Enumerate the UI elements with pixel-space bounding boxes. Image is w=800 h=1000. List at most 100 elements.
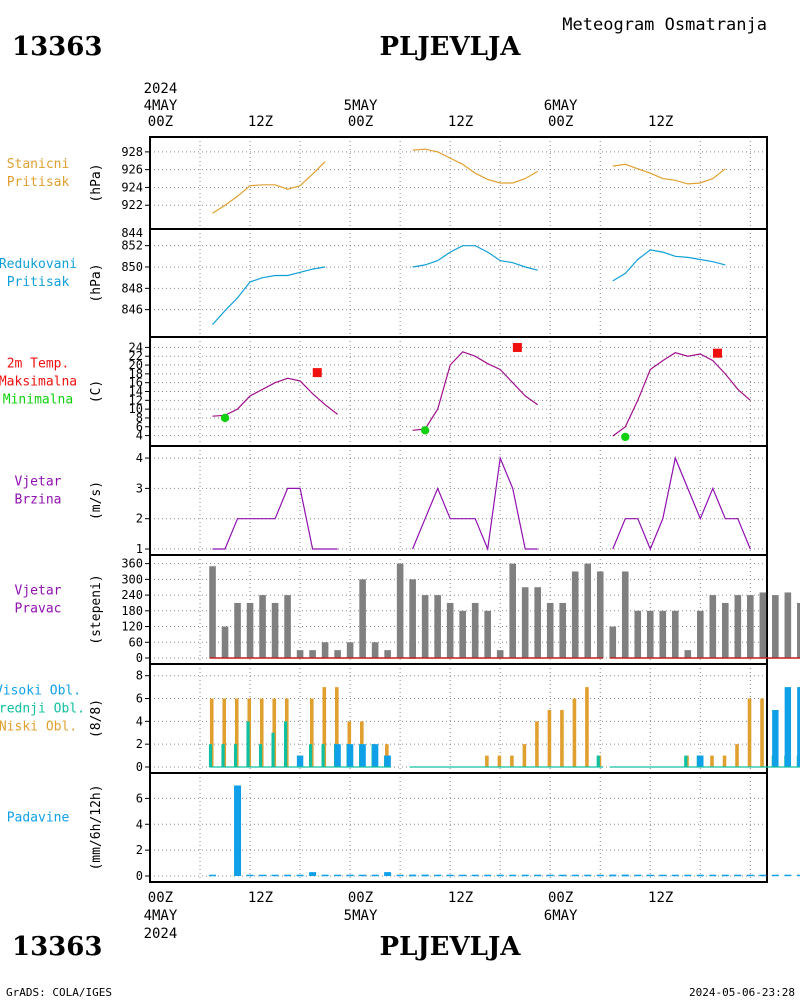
precip-bar bbox=[596, 874, 604, 877]
precip-bar bbox=[584, 874, 592, 877]
y-tick-label: 20 bbox=[129, 358, 143, 372]
y-tick-label: 60 bbox=[129, 635, 143, 649]
wind-dir-bar bbox=[634, 610, 642, 658]
precip-bar bbox=[784, 874, 792, 877]
wind-dir-bar bbox=[209, 566, 216, 658]
wind-dir-bar bbox=[621, 571, 629, 658]
time-axis-group: 00Z 00Z 12Z 12Z 00Z 00Z 12Z 12Z 00Z 00Z 12Z 12Z 4MAY… bbox=[144, 81, 674, 942]
tmax-marker bbox=[712, 348, 722, 358]
cloud-low-bar bbox=[234, 698, 239, 767]
series-line bbox=[412, 245, 538, 271]
y-tick-label: 6 bbox=[136, 420, 143, 434]
station-name-bottom: PLJEVLJA bbox=[380, 932, 522, 962]
wind-dir-bar bbox=[421, 595, 429, 658]
y-axis-unit: (stepeni) bbox=[89, 574, 104, 644]
wind-dir-bar bbox=[784, 592, 792, 658]
cloud-low-bar bbox=[510, 755, 514, 767]
time-tick-label-bottom: 00Z bbox=[348, 890, 373, 906]
cloud-high-bar bbox=[371, 744, 379, 767]
y-tick-label: 3 bbox=[136, 481, 143, 495]
cloud-low-bar bbox=[560, 709, 564, 767]
cloud-high-bar bbox=[346, 744, 354, 767]
credit-text: GrADS: COLA/IGES bbox=[6, 986, 112, 999]
panel-label: Vjetar bbox=[15, 475, 62, 490]
y-axis-unit: (m/s) bbox=[89, 481, 104, 520]
panel-label: Visoki Obl. bbox=[0, 684, 81, 699]
y-tick-label: 360 bbox=[121, 557, 143, 571]
station-id-bottom: 13363 bbox=[12, 932, 102, 962]
y-tick-label: 0 bbox=[136, 651, 143, 665]
y-tick-label: 22 bbox=[129, 349, 143, 363]
panel-label: Pritisak bbox=[7, 275, 70, 290]
precip-bar bbox=[609, 874, 617, 877]
y-axis-unit: (8/8) bbox=[89, 699, 104, 738]
day-label-bottom: 5MAY bbox=[344, 908, 378, 924]
time-tick-label-top: 00Z bbox=[548, 114, 573, 130]
wind-dir-bar bbox=[571, 571, 579, 658]
wind-dir-bar bbox=[759, 592, 767, 658]
panel-label: Minimalna bbox=[3, 393, 73, 408]
wind-dir-bar bbox=[521, 587, 529, 658]
series-line bbox=[212, 266, 326, 326]
panel-label: Pravac bbox=[15, 602, 62, 617]
series-line bbox=[412, 148, 538, 184]
precip-bar bbox=[309, 872, 317, 876]
cloud-high-bar bbox=[359, 744, 366, 767]
y-tick-label: 120 bbox=[121, 620, 143, 634]
cloud-low-bar bbox=[760, 698, 764, 767]
time-tick-label-bottom: 00Z bbox=[148, 890, 173, 906]
y-tick-label: 14 bbox=[129, 385, 143, 399]
cloud-low-bar bbox=[585, 687, 589, 767]
wind-dir-bar bbox=[596, 571, 604, 658]
cloud-low-bar bbox=[222, 698, 227, 767]
y-tick-label: 180 bbox=[121, 604, 143, 618]
y-tick-label: 846 bbox=[121, 303, 143, 317]
panel-label: 2m Temp. bbox=[7, 357, 70, 372]
wind-dir-bar bbox=[334, 650, 341, 658]
day-label-top: 5MAY bbox=[344, 98, 378, 114]
time-tick-label-top: 12Z bbox=[248, 114, 273, 130]
cloud-low-bar bbox=[747, 698, 752, 767]
y-axis-unit: (C) bbox=[89, 380, 104, 403]
cloud-mid-bar bbox=[684, 755, 688, 767]
y-tick-label: 6 bbox=[136, 791, 143, 805]
y-tick-label: 2 bbox=[136, 843, 143, 857]
precip-bar bbox=[521, 874, 529, 877]
panel-label: Srednji Obl. bbox=[0, 702, 85, 717]
y-tick-label: 240 bbox=[121, 588, 143, 602]
precip-bar bbox=[721, 874, 729, 877]
wind-dir-bar bbox=[296, 650, 304, 658]
wind-dir-bar bbox=[221, 626, 229, 658]
panel-label: Maksimalna bbox=[0, 375, 77, 390]
precip-bar bbox=[346, 874, 354, 877]
wind-dir-bar bbox=[371, 642, 379, 658]
y-tick-label: 4 bbox=[136, 451, 143, 465]
y-tick-label: 0 bbox=[136, 869, 143, 883]
series-line bbox=[612, 352, 751, 437]
wind-dir-bar bbox=[346, 642, 354, 658]
y-tick-label: 928 bbox=[121, 145, 143, 159]
wind-dir-bar bbox=[271, 602, 279, 658]
precip-bar bbox=[271, 874, 279, 877]
y-tick-label: 6 bbox=[136, 692, 143, 706]
wind-dir-bar bbox=[584, 563, 592, 658]
precip-bar bbox=[421, 874, 429, 877]
wind-dir-bar bbox=[384, 650, 391, 658]
series-line bbox=[212, 487, 338, 550]
wind-dir-bar bbox=[659, 610, 667, 658]
precip-bar bbox=[371, 874, 379, 877]
cloud-low-bar bbox=[259, 698, 264, 767]
cloud-mid-bar bbox=[271, 732, 275, 767]
precip-bar bbox=[296, 874, 304, 877]
series-line bbox=[412, 351, 539, 431]
tmin-marker bbox=[420, 426, 430, 435]
panel-frame bbox=[149, 663, 768, 774]
day-label-top: 4MAY bbox=[144, 98, 178, 114]
cloud-high-bar bbox=[772, 709, 779, 767]
y-tick-label: 924 bbox=[121, 180, 143, 194]
y-tick-label: 2 bbox=[136, 737, 143, 751]
panel-label: Vjetar bbox=[15, 584, 62, 599]
cloud-low-bar bbox=[722, 755, 727, 767]
year-label-bottom: 2024 bbox=[144, 926, 178, 942]
